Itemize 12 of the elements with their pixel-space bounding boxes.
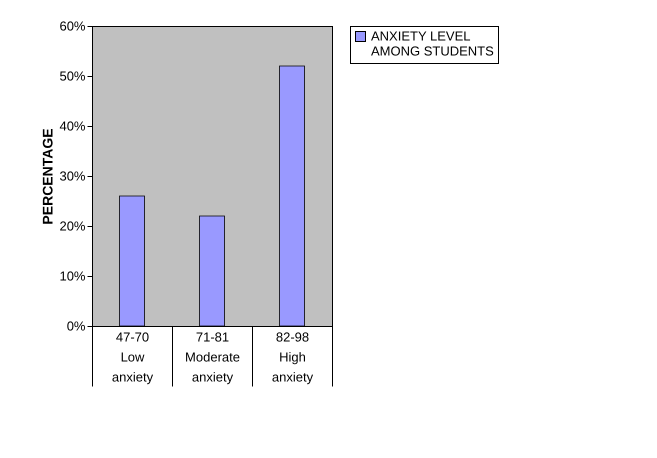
y-tick-label: 20% — [59, 218, 86, 234]
y-tick-label: 0% — [66, 318, 86, 334]
x-tick-label: 47-70 Low anxiety — [112, 330, 154, 384]
x-tick-label: 71-81 Moderate anxiety — [185, 330, 240, 384]
y-tick-label: 10% — [59, 268, 86, 284]
y-tick-label: 50% — [59, 68, 86, 84]
y-tick-label: 60% — [59, 18, 86, 34]
legend-label: ANXIETY LEVEL AMONG STUDENTS — [371, 28, 494, 58]
y-tick-label: 40% — [59, 118, 86, 134]
y-tick-label: 30% — [59, 168, 86, 184]
x-tick-label: 82-98 High anxiety — [272, 330, 314, 384]
y-axis-title: PERCENTAGE — [39, 128, 56, 225]
